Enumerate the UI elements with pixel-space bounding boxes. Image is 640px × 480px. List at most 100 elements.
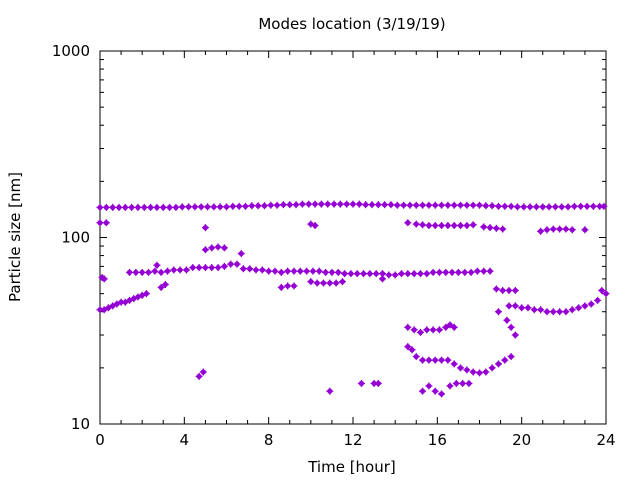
data-point xyxy=(602,290,610,298)
data-point xyxy=(469,221,477,229)
data-point xyxy=(457,364,465,372)
data-point xyxy=(381,201,389,209)
data-point xyxy=(170,266,178,274)
data-point xyxy=(121,203,129,211)
data-point xyxy=(524,304,532,312)
data-point xyxy=(575,304,583,312)
data-point xyxy=(431,356,439,364)
data-point xyxy=(486,224,494,232)
data-point xyxy=(100,306,108,314)
data-point xyxy=(499,225,507,233)
data-point xyxy=(480,267,488,275)
data-point xyxy=(298,200,306,208)
data-point xyxy=(140,203,148,211)
data-point xyxy=(537,306,545,314)
data-point xyxy=(587,300,595,308)
data-point xyxy=(452,379,460,387)
data-point xyxy=(419,201,427,209)
data-point xyxy=(505,286,513,294)
data-point xyxy=(216,203,224,211)
data-point xyxy=(543,226,551,234)
y-axis: 10 100 1000 xyxy=(52,42,606,433)
data-point xyxy=(343,200,351,208)
data-point xyxy=(182,266,190,274)
data-point xyxy=(581,302,589,310)
data-point xyxy=(507,202,515,210)
data-point xyxy=(277,268,285,276)
data-point xyxy=(488,202,496,210)
data-point xyxy=(463,201,471,209)
data-point xyxy=(159,203,167,211)
data-point xyxy=(406,201,414,209)
data-point xyxy=(237,250,245,258)
data-point xyxy=(96,219,104,227)
data-point xyxy=(446,321,454,329)
data-point xyxy=(404,219,412,227)
data-point xyxy=(469,201,477,209)
data-point xyxy=(425,382,433,390)
data-point xyxy=(204,203,212,211)
data-point xyxy=(532,203,540,211)
data-point xyxy=(448,268,456,276)
data-point xyxy=(214,243,222,251)
data-point xyxy=(332,279,340,287)
x-tick-label: 20 xyxy=(512,431,531,449)
data-point xyxy=(444,221,452,229)
data-point xyxy=(457,201,465,209)
data-point xyxy=(260,202,268,210)
data-point xyxy=(172,203,180,211)
data-point xyxy=(296,267,304,275)
data-point xyxy=(307,278,315,286)
data-point xyxy=(513,203,521,211)
data-point xyxy=(583,202,591,210)
data-point xyxy=(362,201,370,209)
data-point xyxy=(507,323,515,331)
data-point xyxy=(419,221,427,229)
data-point xyxy=(416,270,424,278)
data-point xyxy=(556,308,564,316)
data-point xyxy=(157,283,165,291)
data-point xyxy=(322,268,330,276)
data-point xyxy=(201,264,209,272)
data-point xyxy=(176,266,184,274)
data-point xyxy=(511,302,519,310)
data-point xyxy=(435,268,443,276)
chart-title: Modes location (3/19/19) xyxy=(258,15,445,33)
data-point xyxy=(292,201,300,209)
data-point xyxy=(241,202,249,210)
data-point xyxy=(284,282,292,290)
data-point xyxy=(357,379,365,387)
data-point xyxy=(435,326,443,334)
data-point xyxy=(404,343,412,351)
data-point xyxy=(558,203,566,211)
x-axis: 0 4 8 12 16 20 24 xyxy=(95,51,616,449)
data-point xyxy=(252,266,260,274)
data-point xyxy=(412,353,420,361)
data-point xyxy=(223,203,230,211)
data-point xyxy=(248,202,256,210)
data-point xyxy=(589,202,597,210)
data-point xyxy=(227,260,235,268)
data-point xyxy=(410,270,418,278)
data-point xyxy=(341,270,349,278)
data-point xyxy=(598,286,606,294)
data-point xyxy=(96,203,104,211)
data-point xyxy=(191,203,199,211)
data-point xyxy=(254,202,262,210)
data-point xyxy=(208,244,216,252)
data-point xyxy=(551,203,559,211)
data-point xyxy=(450,201,458,209)
data-point xyxy=(412,201,420,209)
data-point xyxy=(600,202,608,210)
data-point xyxy=(507,353,515,361)
data-point xyxy=(239,265,247,273)
data-point xyxy=(233,260,241,268)
data-point xyxy=(305,200,313,208)
data-point xyxy=(100,275,108,283)
data-point xyxy=(581,226,589,234)
data-point xyxy=(189,264,197,272)
data-point xyxy=(549,308,557,316)
data-point xyxy=(570,202,578,210)
data-point xyxy=(347,270,355,278)
data-point xyxy=(220,262,228,270)
